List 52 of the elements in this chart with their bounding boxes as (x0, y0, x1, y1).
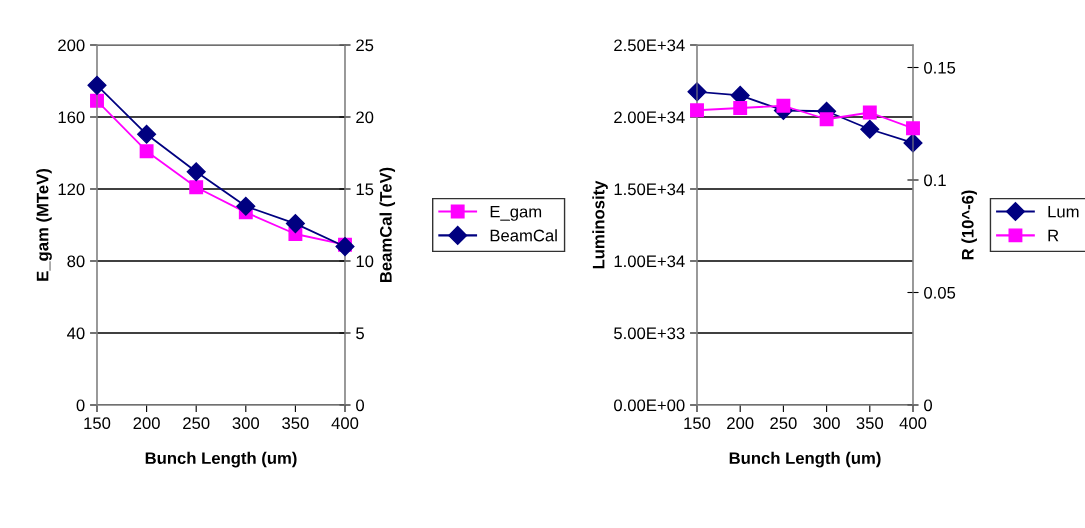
y2-tick-label: 0 (924, 399, 933, 412)
y2-tick-label: 10 (356, 255, 374, 268)
x-tick-label: 400 (899, 417, 927, 430)
x-axis-title: Bunch Length (um) (729, 451, 881, 468)
legend-label: BeamCal (490, 229, 557, 242)
x-tick-label: 150 (84, 417, 111, 430)
y-tick-label: 5.00E+33 (614, 327, 685, 340)
legend-label: R (1048, 229, 1059, 242)
legend-label: E_gam (490, 205, 542, 221)
y-tick-label: 2.00E+34 (614, 111, 685, 124)
legend-label: Lum (1048, 205, 1079, 218)
y2-tick-label: 0 (356, 399, 365, 412)
x-tick-label: 150 (684, 417, 711, 430)
point (285, 214, 305, 234)
x-tick-label: 350 (856, 417, 884, 430)
y-tick-label: 1.50E+34 (614, 183, 685, 196)
y-axis-title: Luminosity (592, 180, 608, 269)
x-tick-label: 200 (727, 417, 754, 430)
y-tick-label: 160 (58, 111, 85, 124)
y2-tick-label: 0.15 (924, 61, 956, 74)
y2-tick-label: 0.05 (924, 286, 956, 299)
x-tick-label: 300 (232, 417, 260, 430)
y-tick-label: 40 (67, 327, 85, 340)
y2-axis-title: R (10^-6) (961, 190, 977, 260)
point (87, 75, 107, 95)
y-tick-label: 0.00E+00 (614, 399, 685, 412)
point (189, 180, 204, 195)
x-tick-label: 400 (331, 417, 359, 430)
y-tick-label: 1.00E+34 (614, 255, 685, 268)
point (335, 237, 355, 257)
x-tick-label: 250 (183, 417, 210, 430)
y-tick-label: 80 (67, 255, 85, 268)
point (139, 144, 154, 159)
y2-tick-label: 5 (356, 327, 364, 340)
y-tick-label: 0 (76, 399, 85, 412)
y-axis-title: E_gam (MTeV) (36, 169, 52, 281)
y-tick-label: 120 (58, 183, 85, 196)
point (137, 124, 157, 144)
y2-tick-label: 20 (356, 111, 374, 124)
y-tick-label: 200 (58, 39, 85, 52)
y2-axis-title: BeamCal (TeV) (379, 167, 396, 283)
y2-tick-label: 0.1 (924, 174, 946, 187)
x-tick-label: 300 (813, 417, 840, 430)
x-axis-title: Bunch Length (um) (145, 451, 297, 468)
point (236, 196, 256, 216)
x-tick-label: 200 (133, 417, 160, 430)
x-tick-label: 350 (282, 417, 309, 430)
point (186, 162, 206, 182)
y-tick-label: 2.50E+34 (614, 39, 685, 52)
y2-tick-label: 25 (356, 39, 374, 52)
y2-tick-label: 15 (356, 183, 374, 196)
x-tick-label: 250 (770, 417, 797, 430)
